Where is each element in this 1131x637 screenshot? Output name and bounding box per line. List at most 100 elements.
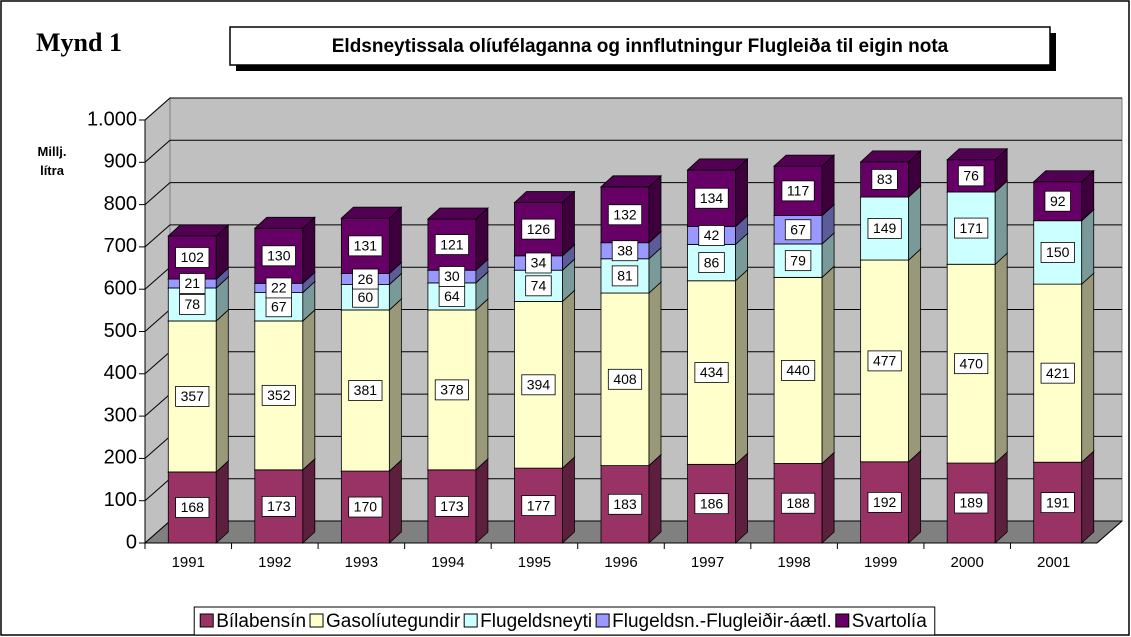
value-label-box	[694, 493, 729, 515]
value-label-group: 126	[521, 218, 556, 240]
value-label: 102	[181, 249, 205, 265]
bar-top	[686, 158, 749, 171]
value-label-group: 421	[1040, 362, 1075, 384]
value-label-box	[348, 496, 383, 518]
value-label-box	[1040, 362, 1075, 384]
value-label-group: 67	[265, 296, 293, 318]
value-label-box	[525, 275, 552, 297]
value-label-box	[954, 492, 989, 514]
value-label-group: 22	[265, 277, 293, 299]
value-label: 67	[790, 221, 806, 237]
value-label: 86	[704, 254, 720, 270]
value-label-box	[867, 218, 902, 239]
value-label: 92	[1050, 193, 1066, 209]
bar-side	[821, 451, 835, 544]
y-tick-label: 100	[104, 489, 137, 511]
x-tick-label: 1997	[691, 554, 724, 571]
value-label: 42	[704, 227, 720, 243]
value-label-box	[867, 491, 902, 513]
value-label: 26	[358, 271, 374, 287]
bar-top	[946, 148, 1009, 161]
chart-title: Eldsneytissala olíufélaganna og innflutn…	[332, 36, 949, 57]
y-tick-label: 400	[104, 362, 137, 384]
x-tick-label: 2001	[1037, 554, 1070, 571]
value-label-box	[521, 374, 556, 396]
value-label-box	[352, 268, 379, 290]
value-label: 83	[877, 171, 893, 187]
value-label-group: 78	[179, 294, 206, 315]
grid-line	[144, 97, 1122, 121]
value-label: 149	[873, 220, 897, 236]
figure-label: Mynd 1	[36, 28, 122, 57]
value-label: 64	[444, 288, 460, 304]
value-label: 408	[613, 371, 637, 387]
value-label-box	[954, 353, 989, 375]
value-label-box	[1040, 241, 1075, 263]
value-label-box	[781, 180, 815, 202]
legend-label: Flugeldsneyti	[480, 611, 592, 632]
bar-side	[215, 309, 229, 473]
value-label: 67	[271, 298, 287, 314]
value-label-box	[611, 240, 639, 262]
bar-side	[908, 185, 922, 261]
value-label-box	[698, 252, 725, 273]
legend-swatch	[309, 613, 324, 628]
value-label-box	[175, 386, 210, 407]
value-label-group: 381	[348, 380, 383, 401]
value-label-box	[175, 497, 210, 518]
y-tick-label: 900	[104, 151, 137, 173]
bar-side	[648, 174, 662, 244]
y-tick-label: 500	[104, 320, 137, 342]
value-label-group: 477	[867, 350, 902, 372]
value-label-group: 183	[607, 493, 643, 515]
value-label-box	[434, 379, 469, 401]
bar-side	[735, 158, 748, 228]
y-tick-label: 700	[104, 235, 137, 257]
value-label-box	[175, 247, 210, 268]
legend-swatch	[463, 613, 478, 628]
bar-side	[388, 459, 402, 544]
y-tick-label: 0	[126, 531, 137, 553]
bar-side	[908, 449, 922, 544]
value-label: 173	[440, 498, 464, 514]
legend-label: Gasolíutegundir	[326, 611, 461, 632]
value-label-group: 192	[867, 491, 902, 513]
value-label: 22	[271, 280, 287, 296]
bar-top	[1032, 170, 1095, 183]
legend-swatch	[199, 613, 214, 628]
value-label-box	[607, 493, 643, 515]
value-label-box	[781, 492, 816, 514]
value-label-group: 434	[694, 362, 729, 383]
x-axis-depth	[1096, 520, 1123, 544]
value-label: 126	[527, 221, 551, 237]
bar-side	[302, 457, 316, 544]
value-label-box	[525, 252, 552, 274]
bar-side	[562, 456, 575, 544]
value-label-group: 34	[525, 252, 552, 274]
value-label: 150	[1046, 244, 1070, 260]
bar-side	[302, 216, 316, 285]
value-label-box	[607, 204, 643, 226]
value-label-box	[179, 294, 206, 315]
y-tick-label: 200	[104, 447, 137, 469]
value-label-group: 170	[348, 496, 383, 518]
value-label: 173	[267, 498, 291, 514]
x-tick-label: 1995	[518, 554, 551, 571]
value-label: 189	[960, 495, 984, 511]
legend-swatch	[595, 613, 610, 628]
value-label-box	[1040, 492, 1075, 514]
bar-side	[735, 268, 748, 466]
x-tick-label: 1993	[345, 554, 378, 571]
bar-top	[513, 191, 576, 203]
value-label: 470	[960, 355, 984, 371]
value-label-group: 357	[175, 386, 210, 407]
x-tick-label: 1996	[604, 554, 637, 571]
legend: Bílabensín Gasolíutegundir Flugeldsneyti Fl…	[193, 606, 936, 636]
value-label-group: 186	[694, 493, 729, 515]
value-label-box	[784, 250, 812, 272]
value-label: 168	[181, 499, 205, 515]
bar-side	[388, 206, 402, 275]
value-label-group: 92	[1044, 190, 1071, 212]
